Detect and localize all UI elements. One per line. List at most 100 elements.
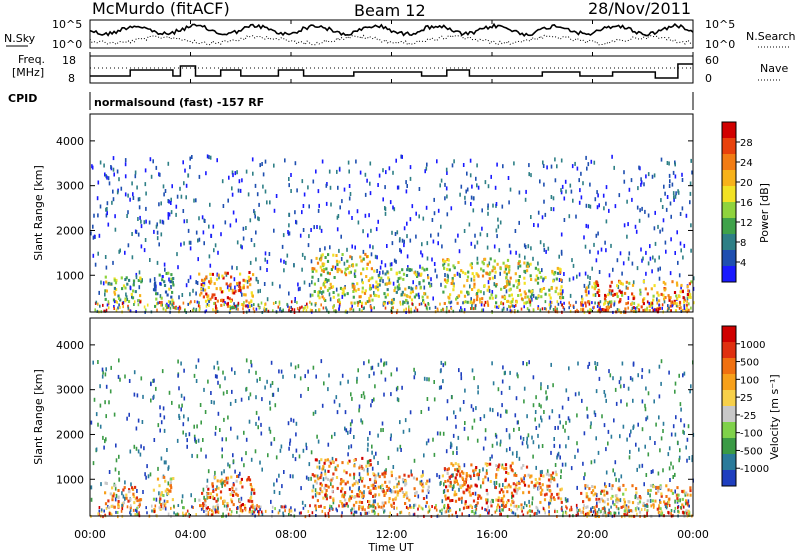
echo-cell [214, 508, 216, 512]
nsearch-series [89, 34, 694, 46]
echo-cell [252, 506, 255, 510]
echo-cell [391, 490, 394, 494]
echo-cell [535, 426, 538, 430]
echo-cell [161, 369, 164, 374]
echo-cell [682, 511, 685, 515]
echo-cell [336, 169, 338, 174]
echo-cell [281, 244, 284, 249]
echo-cell [384, 185, 386, 190]
echo-cell [621, 271, 623, 276]
echo-cell [411, 204, 414, 209]
echo-cell [316, 491, 319, 495]
echo-cell [351, 483, 354, 487]
echo-cell [426, 488, 429, 492]
echo-cell [589, 249, 591, 254]
echo-cell [688, 282, 691, 286]
echo-cell [128, 379, 131, 383]
echo-cell [537, 268, 540, 272]
echo-cell [642, 503, 645, 507]
echo-cell [614, 472, 616, 477]
echo-cell [388, 480, 391, 484]
echo-cell [476, 273, 479, 277]
echo-cell [164, 489, 167, 493]
echo-cell [330, 478, 333, 482]
echo-cell [112, 189, 114, 194]
echo-cell [338, 260, 341, 264]
echo-cell [384, 272, 387, 276]
echo-cell [446, 267, 449, 271]
echo-cell [396, 279, 399, 283]
echo-cell [522, 361, 524, 366]
echo-cell [674, 174, 677, 179]
echo-cell [667, 500, 670, 504]
echo-cell [682, 296, 685, 300]
echo-cell [499, 439, 502, 444]
echo-cell [354, 269, 357, 273]
echo-cell [495, 480, 498, 485]
echo-cell [604, 393, 607, 398]
echo-cell [629, 376, 632, 381]
echo-cell [622, 483, 625, 487]
echo-cell [349, 486, 351, 491]
echo-cell [487, 285, 490, 289]
echo-cell [122, 305, 124, 309]
echo-cell [628, 187, 631, 192]
echo-cell [255, 421, 257, 426]
echo-cell [524, 501, 526, 506]
echo-cell [387, 276, 390, 280]
echo-cell [146, 303, 149, 307]
echo-cell [465, 472, 468, 475]
echo-cell [115, 308, 118, 312]
echo-cell [137, 449, 140, 454]
echo-cell [305, 475, 308, 480]
echo-cell [469, 504, 472, 508]
echo-cell [402, 277, 405, 281]
echo-cell [165, 304, 167, 308]
echo-cell [407, 286, 411, 290]
echo-cell [501, 503, 503, 507]
echo-cell [479, 297, 482, 301]
echo-cell [130, 292, 133, 296]
echo-cell [215, 508, 218, 512]
echo-cell [577, 509, 580, 512]
echo-cell [133, 501, 136, 505]
echo-cell [125, 496, 128, 500]
echo-cell [404, 479, 407, 483]
echo-cell [178, 416, 181, 420]
echo-cell [159, 507, 162, 511]
echo-cell [471, 368, 474, 373]
echo-cell [660, 510, 663, 514]
echo-cell [477, 390, 479, 395]
echo-cell [440, 178, 443, 183]
echo-cell [195, 198, 197, 203]
echo-cell [341, 294, 344, 299]
echo-cell [266, 297, 269, 302]
echo-cell [422, 216, 425, 221]
echo-cell [249, 483, 252, 486]
echo-cell [549, 306, 551, 310]
echo-cell [690, 306, 692, 310]
echo-cell [222, 204, 225, 208]
echo-cell [511, 304, 514, 308]
echo-cell [346, 480, 349, 484]
echo-cell [232, 453, 234, 458]
echo-cell [439, 509, 441, 513]
echo-cell [367, 486, 370, 489]
echo-cell [513, 161, 515, 166]
echo-cell [446, 194, 448, 199]
echo-cell [425, 166, 428, 171]
echo-cell [421, 242, 423, 247]
echo-cell [409, 217, 412, 222]
echo-cell [620, 281, 623, 285]
echo-cell [405, 189, 408, 194]
echo-cell [654, 441, 656, 445]
echo-cell [538, 444, 540, 449]
echo-cell [263, 282, 266, 286]
echo-cell [133, 303, 135, 306]
echo-cell [314, 479, 317, 483]
echo-cell [414, 306, 417, 310]
echo-cell [548, 505, 550, 509]
echo-cell [493, 259, 496, 263]
echo-cell [502, 490, 505, 494]
echo-cell [470, 476, 472, 480]
